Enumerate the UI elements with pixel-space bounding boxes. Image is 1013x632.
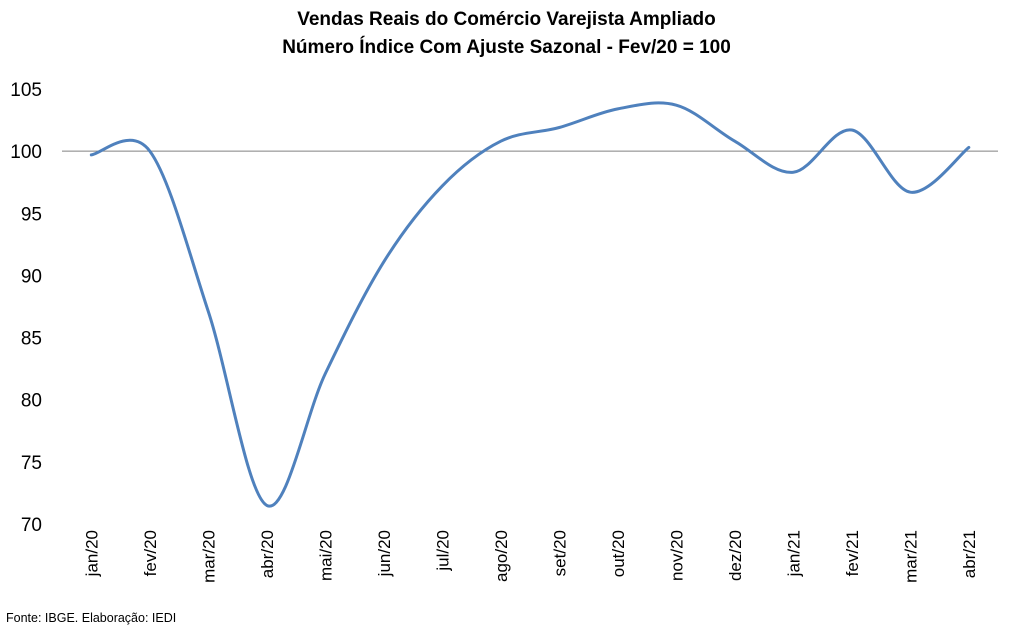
y-tick-label: 90 — [21, 266, 42, 287]
x-tick-label: mai/20 — [316, 530, 335, 581]
y-tick-label: 100 — [10, 142, 42, 163]
y-tick-label: 95 — [21, 204, 42, 225]
x-tick-label: out/20 — [609, 530, 628, 577]
y-axis-ticks: 105 100 95 90 85 80 75 70 — [10, 80, 42, 536]
series-group — [89, 101, 971, 508]
series-line — [89, 101, 971, 508]
x-tick-label: jul/20 — [433, 530, 452, 572]
x-tick-label: jan/21 — [784, 530, 803, 577]
y-tick-label: 80 — [21, 391, 42, 412]
x-tick-label: abr/20 — [258, 530, 277, 578]
y-tick-label: 70 — [21, 515, 42, 536]
x-tick-label: set/20 — [550, 530, 569, 576]
x-tick-label: mar/21 — [901, 530, 920, 583]
x-tick-label: dez/20 — [726, 530, 745, 581]
x-tick-label: nov/20 — [667, 530, 686, 581]
chart-title-line2: Número Índice Com Ajuste Sazonal - Fev/2… — [282, 37, 731, 58]
source-note: Fonte: IBGE. Elaboração: IEDI — [6, 611, 177, 625]
chart-title-line1: Vendas Reais do Comércio Varejista Ampli… — [297, 9, 716, 30]
y-tick-label: 75 — [21, 453, 42, 474]
x-tick-label: ago/20 — [492, 530, 511, 582]
x-tick-label: abr/21 — [960, 530, 979, 578]
chart-title: Vendas Reais do Comércio Varejista Ampli… — [0, 6, 1013, 62]
y-tick-label: 105 — [10, 80, 42, 101]
x-tick-label: fev/21 — [843, 530, 862, 576]
x-tick-label: mar/20 — [199, 530, 218, 583]
y-tick-label: 85 — [21, 329, 42, 350]
x-tick-label: jan/20 — [82, 530, 101, 577]
x-tick-label: fev/20 — [141, 530, 160, 576]
x-axis-ticks: jan/20 fev/20 mar/20 abr/20 mai/20 jun/20 jul/… — [82, 530, 979, 583]
x-tick-label: jun/20 — [375, 530, 394, 577]
